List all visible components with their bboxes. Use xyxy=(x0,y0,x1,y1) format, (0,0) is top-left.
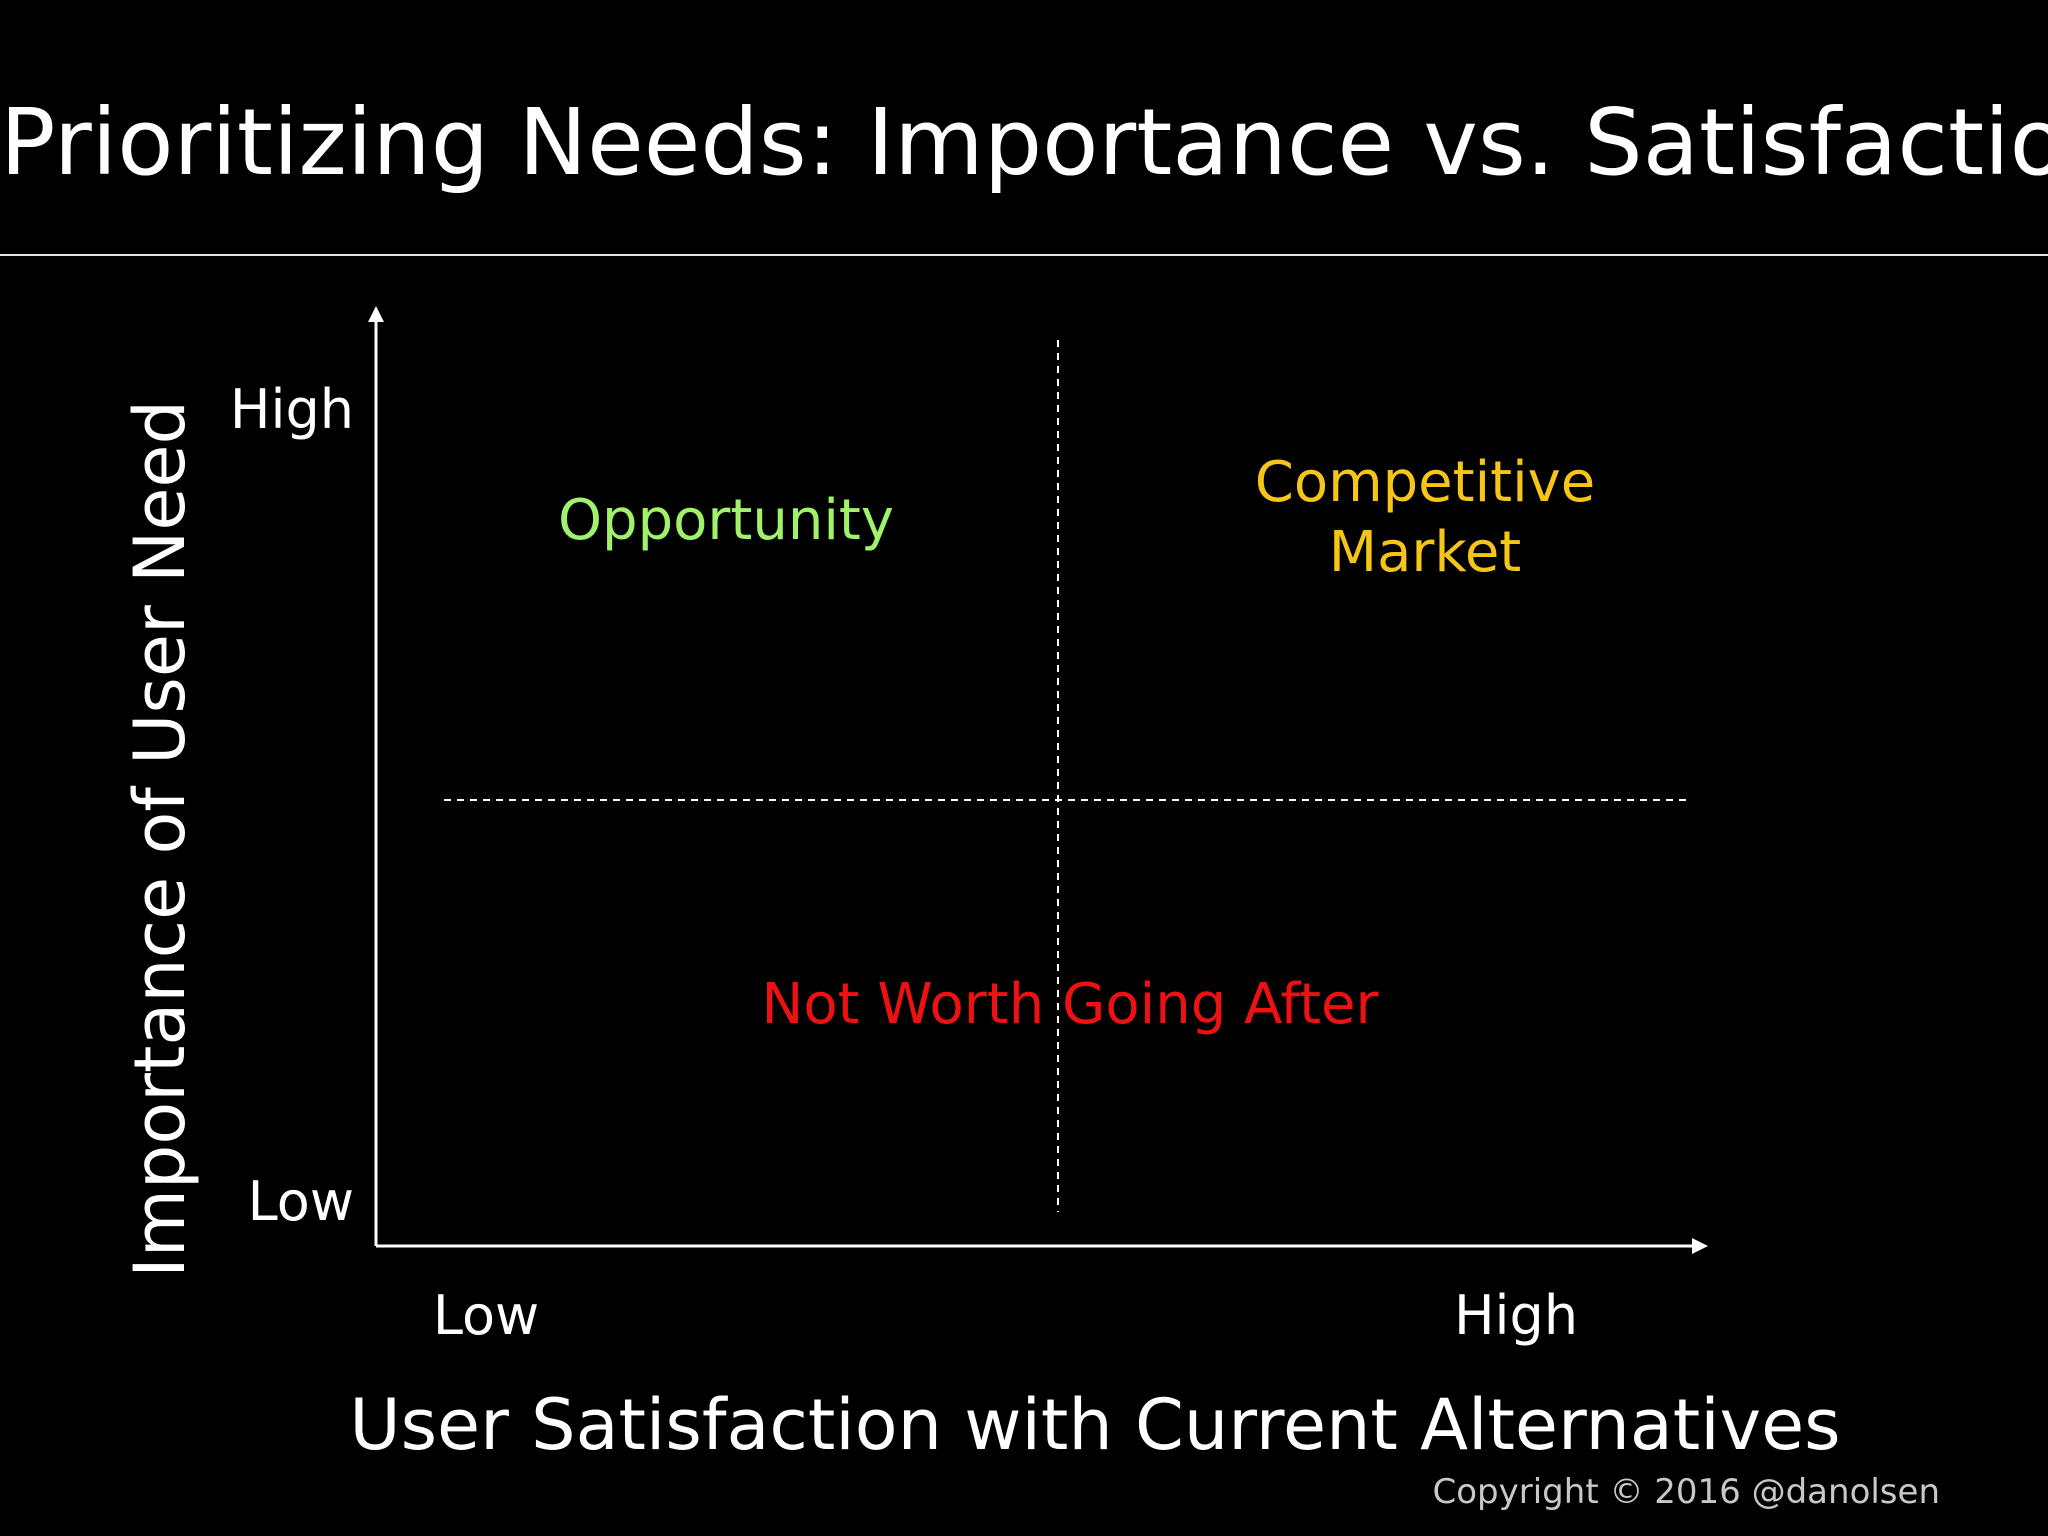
quadrant-competitive-line2: Market xyxy=(1328,520,1522,585)
y-axis-high-label: High xyxy=(229,378,354,441)
x-axis-high-label: High xyxy=(1453,1284,1579,1347)
quadrant-competitive-line1: Competitive xyxy=(1254,450,1596,515)
quadrant-opportunity: Opportunity xyxy=(557,488,895,553)
y-axis-arrowhead xyxy=(368,306,384,322)
x-axis-label: User Satisfaction with Current Alternati… xyxy=(349,1384,1841,1466)
y-axis-low-label: Low xyxy=(247,1170,354,1233)
y-axis-label: Importance of User Need xyxy=(119,400,201,1278)
copyright-notice: Copyright © 2016 @danolsen xyxy=(1432,1472,1940,1512)
title-divider xyxy=(0,254,2048,256)
quadrant-not-worth-going-after: Not Worth Going After xyxy=(761,972,1379,1037)
x-axis-low-label: Low xyxy=(432,1284,540,1347)
slide-title: Prioritizing Needs: Importance vs. Satis… xyxy=(0,89,2048,196)
quadrant-competitive-market: Competitive Market xyxy=(1190,448,1660,588)
x-axis-arrowhead xyxy=(1692,1238,1708,1254)
